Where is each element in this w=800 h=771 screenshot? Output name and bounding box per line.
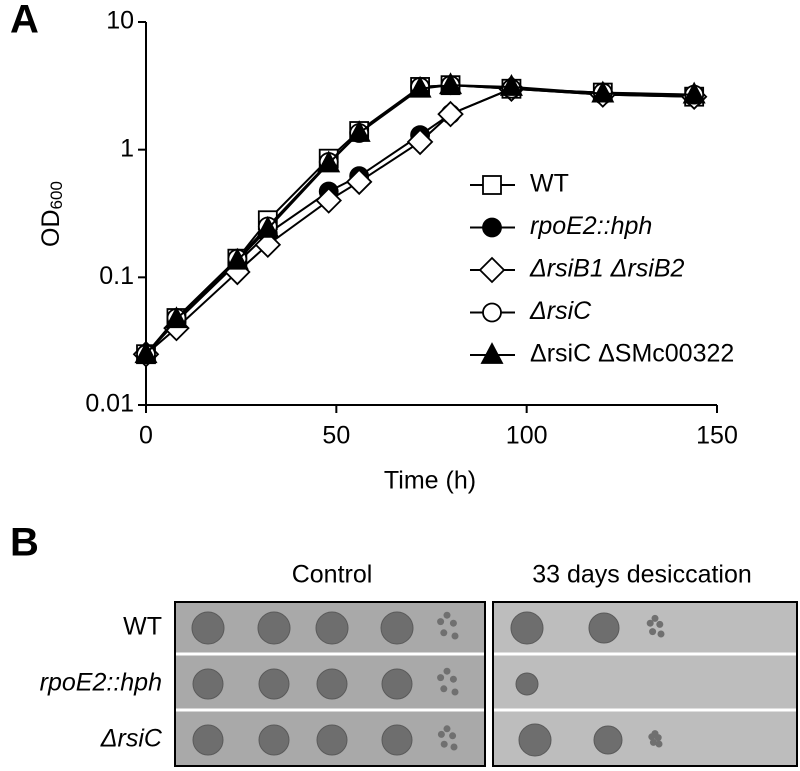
marker xyxy=(439,72,463,95)
colony xyxy=(440,685,448,693)
colony-spot xyxy=(593,725,623,755)
colony xyxy=(451,688,459,696)
marker xyxy=(437,100,464,128)
colony-spot xyxy=(258,668,290,700)
legend-marker xyxy=(482,175,502,195)
marker xyxy=(682,81,706,104)
colony-spot xyxy=(315,611,349,645)
colony xyxy=(443,667,451,675)
plates xyxy=(174,601,798,767)
legend-label: WT xyxy=(530,170,569,198)
colony-spot xyxy=(518,723,552,757)
marker xyxy=(347,120,371,142)
colony-spot xyxy=(192,668,224,700)
colony xyxy=(443,725,451,733)
marker xyxy=(254,231,282,259)
marker xyxy=(499,74,523,96)
colony-spot xyxy=(192,724,224,756)
column-title: 33 days desiccation xyxy=(532,561,752,589)
colony xyxy=(651,614,659,622)
legend-marker xyxy=(480,342,504,364)
panel-label: A xyxy=(10,0,39,42)
colony xyxy=(656,620,664,628)
y-tick-label: 10 xyxy=(106,7,134,35)
colony xyxy=(451,632,459,640)
marker xyxy=(345,168,373,196)
colony-spot xyxy=(257,611,291,645)
colony-spot xyxy=(191,611,225,645)
legend-label: rpoE2::hph xyxy=(530,212,652,240)
colony xyxy=(440,740,448,748)
colony xyxy=(657,630,665,638)
y-tick-label: 0.01 xyxy=(85,390,134,418)
marker xyxy=(134,341,158,364)
colony xyxy=(449,732,457,740)
colony xyxy=(646,619,654,627)
y-tick-label: 1 xyxy=(120,134,134,162)
x-tick-label: 0 xyxy=(139,422,153,450)
x-tick-label: 150 xyxy=(696,422,738,450)
colony-spot xyxy=(510,611,544,645)
legend-label: ΔrsiC xyxy=(529,297,592,325)
marker xyxy=(315,187,342,214)
y-axis-label: OD600 xyxy=(37,181,67,247)
colony xyxy=(649,628,657,636)
colony-spot xyxy=(381,668,413,700)
colony-spot xyxy=(316,668,348,700)
legend-label: ΔrsiB1 ΔrsiB2 xyxy=(529,255,685,283)
y-label-sub: 600 xyxy=(47,181,66,209)
colony-spot xyxy=(258,724,290,756)
row-label: ΔrsiC xyxy=(100,725,163,753)
column-title: Control xyxy=(292,561,373,589)
panel-label: B xyxy=(10,521,39,565)
legend-marker xyxy=(482,217,502,238)
x-tick-label: 50 xyxy=(322,422,350,450)
y-label-main: OD xyxy=(37,209,65,247)
colony xyxy=(649,738,657,746)
colony xyxy=(651,730,659,738)
colony xyxy=(443,611,451,619)
row-label: rpoE2::hph xyxy=(40,669,162,697)
colony xyxy=(440,629,448,637)
row-label: WT xyxy=(123,613,162,641)
colony xyxy=(437,674,445,682)
marker xyxy=(408,75,432,98)
colony xyxy=(450,743,458,751)
marker xyxy=(225,247,249,270)
marker xyxy=(256,215,280,238)
legend-marker xyxy=(478,256,506,284)
colony-spot xyxy=(588,612,620,644)
colony xyxy=(437,730,445,738)
colony xyxy=(449,675,457,683)
legend-marker xyxy=(482,302,502,323)
x-tick-label: 100 xyxy=(506,422,548,450)
colony-spot xyxy=(380,611,414,645)
y-tick-label: 0.1 xyxy=(99,262,134,290)
colony-spot xyxy=(316,724,348,756)
marker xyxy=(591,80,615,103)
marker xyxy=(406,128,434,156)
marker xyxy=(317,150,341,173)
colony xyxy=(655,740,663,748)
marker xyxy=(164,306,188,329)
colony xyxy=(437,618,445,626)
colony-spot xyxy=(381,724,413,756)
colony-spot xyxy=(515,672,539,696)
colony xyxy=(449,619,457,627)
x-axis-label: Time (h) xyxy=(384,467,476,495)
legend-label: ΔrsiC ΔSMc00322 xyxy=(530,340,734,368)
